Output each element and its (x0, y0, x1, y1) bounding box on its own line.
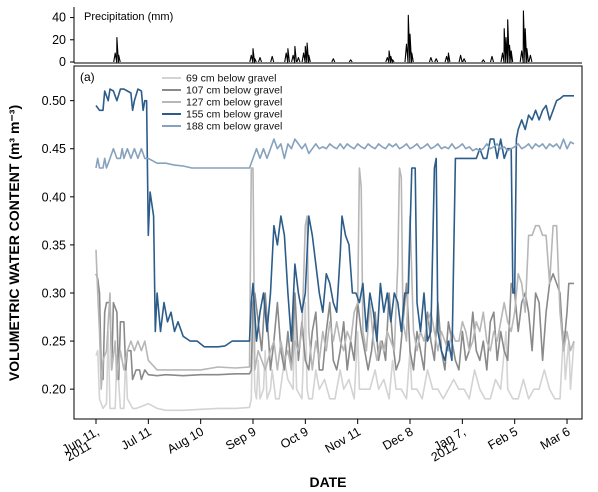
panel-label: (a) (80, 70, 95, 84)
x-tick-label: Mar 6 (538, 424, 573, 452)
x-tick-label: Dec 8 (380, 424, 415, 452)
x-tick-label: Aug 10 (165, 424, 206, 456)
x-tick-label: Feb 5 (486, 424, 521, 452)
series-line-3 (95, 167, 575, 390)
series-line-1 (95, 301, 575, 412)
y-tick-label: 0.50 (42, 94, 66, 108)
series-line-5 (95, 138, 575, 169)
vwc-panel: (a) 0.200.250.300.350.400.450.50 Jun 11,… (6, 65, 583, 490)
y-tick-label: 0.25 (42, 335, 66, 349)
precipitation-panel: Precipitation (mm) 0 20 40 (52, 7, 582, 69)
series-line-4 (95, 88, 574, 362)
y-tick-label: 0.40 (42, 190, 66, 204)
x-axis-label: DATE (309, 474, 346, 490)
x-tick-label: Sep 9 (223, 424, 258, 452)
plot-frame (73, 65, 583, 420)
legend-label-2: 107 cm below gravel (186, 85, 282, 97)
y-tick-label: 0.20 (42, 383, 66, 397)
x-tick-label: Oct 9 (278, 424, 311, 451)
x-tick-label: Jul 11 (119, 424, 154, 452)
legend-label-4: 155 cm below gravel (186, 109, 282, 121)
y-tick-label: 0.35 (42, 238, 66, 252)
precip-y-tick-label: 20 (52, 33, 66, 47)
legend-label-3: 127 cm below gravel (186, 97, 282, 109)
precip-bars (113, 10, 533, 63)
legend-label-5: 188 cm below gravel (186, 121, 282, 133)
legend-label-1: 69 cm below gravel (186, 73, 276, 85)
y-tick-label: 0.45 (42, 142, 66, 156)
y-tick-label: 0.30 (42, 286, 66, 300)
y-axis-label: VOLUMETRIC WATER CONTENT (m³ m⁻³) (6, 105, 22, 381)
x-tick-label: Nov 11 (323, 424, 364, 455)
precip-y-tick-label: 0 (59, 55, 66, 69)
series-line-2 (95, 273, 574, 381)
precip-title: Precipitation (mm) (84, 11, 173, 23)
precip-y-tick-label: 40 (52, 11, 66, 25)
